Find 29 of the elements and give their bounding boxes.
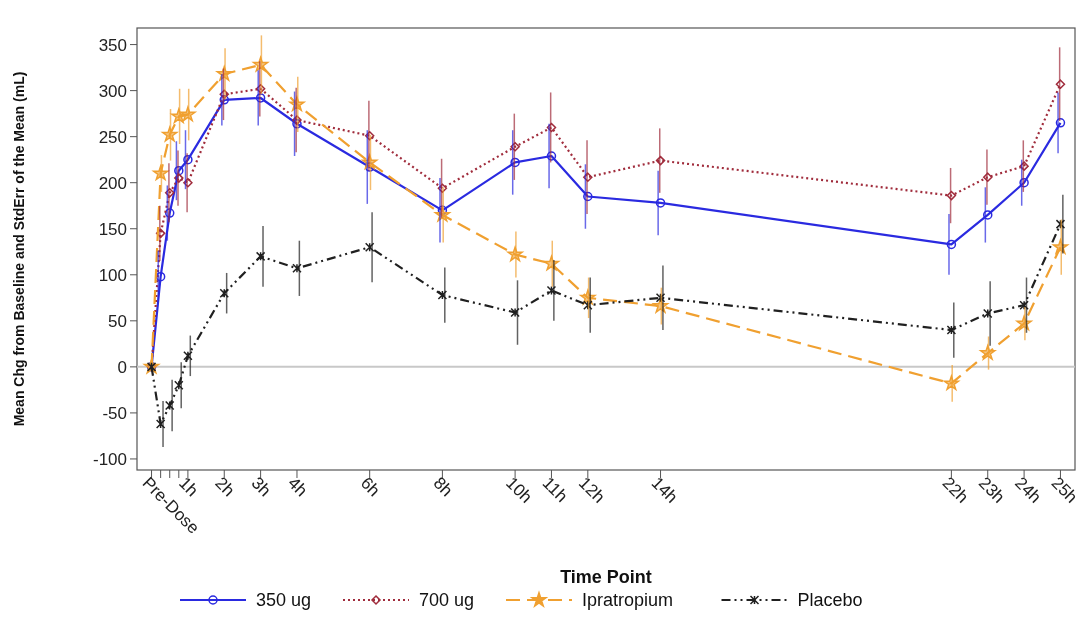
y-tick-label: 150 (98, 219, 127, 239)
x-tick-label: 3h (247, 473, 275, 501)
x-tick-label: 6h (356, 473, 384, 501)
y-tick-label: 100 (98, 265, 127, 285)
legend-label: Ipratropium (582, 590, 674, 611)
y-axis-title: Mean Chg from Baseline and StdErr of the Mean (mL) (11, 71, 27, 427)
x-tick-label: 10h (502, 473, 536, 507)
y-tick-label: 300 (98, 81, 127, 101)
x-tick-label: 4h (284, 473, 311, 501)
x-tick-label: 14h (647, 473, 682, 507)
y-tick-label: 50 (108, 311, 127, 331)
x-tick-label: 11h (538, 473, 572, 506)
x-tick-label: 8h (429, 473, 457, 501)
x-axis-title: Time Point (560, 567, 652, 587)
y-tick-label: -100 (92, 449, 127, 469)
y-tick-label: 0 (117, 357, 127, 377)
y-tick-label: -50 (102, 403, 127, 423)
legend-label: Placebo (797, 590, 863, 611)
y-tick-label: 250 (98, 127, 127, 147)
x-tick-label: 24h (1011, 473, 1045, 507)
x-tick-label: 23h (974, 473, 1009, 507)
legend-label: 350 ug (256, 590, 312, 611)
x-tick-label: 2h (211, 473, 239, 501)
y-tick-label: 200 (98, 173, 127, 193)
x-tick-label: 25h (1047, 473, 1082, 507)
y-tick-label: 350 (98, 35, 127, 55)
x-tick-label: 22h (938, 473, 973, 507)
legend-label: 700 ug (419, 590, 475, 611)
x-tick-label: 12h (574, 473, 609, 507)
